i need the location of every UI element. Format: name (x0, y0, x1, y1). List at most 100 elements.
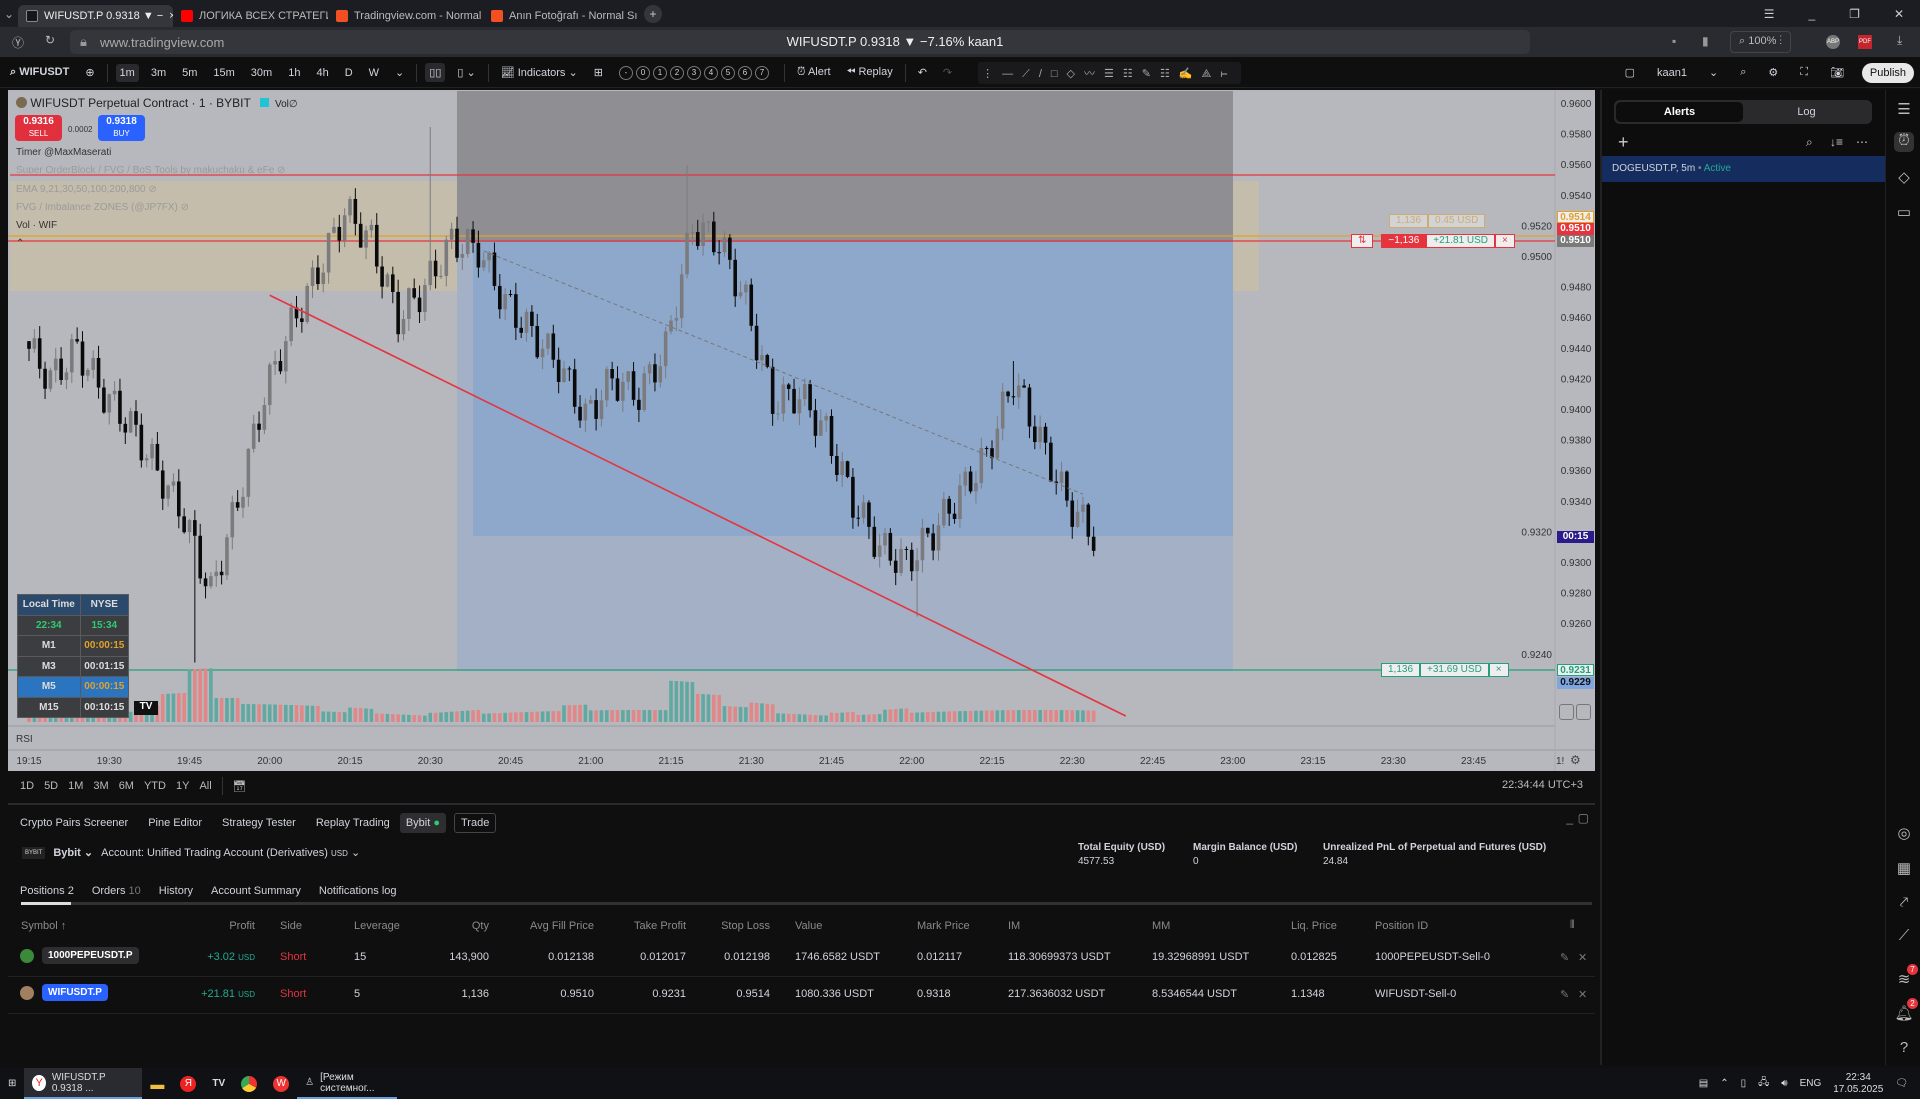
hotkey-button[interactable]: 2 (669, 65, 684, 80)
stop-loss-label[interactable]: 1,136 0.45 USD (1389, 214, 1486, 228)
edit-icon[interactable]: ✎ (1560, 952, 1570, 964)
column-header[interactable]: Value (795, 920, 823, 932)
take-profit-label[interactable]: 1,136 +31.69 USD × (1381, 663, 1509, 677)
timezone-clock[interactable]: 22:34:44 UTC+3 (1501, 779, 1583, 791)
indicators-button[interactable]: 📈︎ Indicators ⌄ (500, 67, 578, 79)
undo-icon[interactable]: ↶ (917, 67, 927, 79)
interval-15m[interactable]: 15m (213, 66, 235, 79)
column-header[interactable]: Mark Price (917, 920, 970, 932)
tab-crypto-screener[interactable]: Crypto Pairs Screener (20, 817, 129, 829)
taskbar-system-mode[interactable]: ♙ [Режим системног... (297, 1068, 398, 1099)
eye-hidden-icon[interactable]: ⊘ (277, 165, 286, 176)
templates-icon[interactable]: ⊞ (593, 67, 603, 79)
tab-list-icon[interactable]: ⌄ (3, 6, 15, 21)
table-row[interactable] (8, 941, 1595, 977)
download-icon[interactable]: ⤓ (1897, 33, 1903, 47)
streams-icon[interactable]: ≋ 7 (1894, 964, 1918, 990)
browser-tab-tradingview[interactable]: WIFUSDT.P 0.9318 ▼ − × (18, 4, 173, 27)
range-6m[interactable]: 6M (118, 780, 134, 792)
close-window-icon[interactable]: ✕ (1893, 6, 1904, 21)
eye-hidden-icon[interactable]: ⊘ (148, 184, 157, 195)
close-position-icon[interactable]: × (1495, 234, 1515, 248)
chevron-down-icon[interactable]: ⌄ (395, 67, 405, 79)
column-header[interactable]: Symbol ↑ (21, 920, 67, 932)
hotkey-button[interactable]: 1 (652, 65, 667, 80)
column-header[interactable]: Qty (471, 920, 489, 932)
new-tab-button[interactable]: + (644, 4, 662, 23)
add-alert-icon[interactable]: + (1618, 132, 1629, 152)
chat-icon[interactable]: ▭ (1896, 204, 1912, 221)
tab-positions[interactable]: Positions 2 (20, 885, 74, 897)
target-icon[interactable]: ◎ (1897, 825, 1911, 842)
compare-icon[interactable]: ⊕ (85, 67, 95, 79)
tabs-scrollbar[interactable] (21, 902, 1592, 905)
column-header[interactable]: Stop Loss (721, 920, 770, 932)
language-indicator[interactable]: ENG (1799, 1078, 1822, 1089)
interval-w[interactable]: W (368, 66, 380, 79)
range-5d[interactable]: 5D (44, 780, 59, 792)
indicator-ema[interactable]: EMA 9,21,30,50,100,200,800 ⊘ (16, 184, 157, 195)
reload-icon[interactable]: ↻ (45, 33, 56, 47)
table-row[interactable] (8, 978, 1595, 1014)
maximize-panel-icon[interactable]: ▢ (1577, 811, 1589, 825)
url-field[interactable]: 🔒︎ www.tradingview.com (70, 30, 1530, 54)
action-center-icon[interactable]: 🗨︎ (1895, 1078, 1908, 1089)
layout-icon[interactable]: ▢ (1624, 67, 1635, 79)
hotkey-button[interactable]: 4 (703, 65, 718, 80)
scale-toggle-button[interactable] (1559, 704, 1574, 720)
browser-tab-youtube[interactable]: ЛОГИКА ВСЕХ СТРАТЕГИ (173, 5, 328, 27)
interval-d[interactable]: D (344, 66, 353, 79)
reverse-position-icon[interactable]: ⇅ (1351, 234, 1374, 248)
tray-expand-icon[interactable]: ⌃ (1720, 1078, 1729, 1089)
hotkey-button[interactable]: 3 (686, 65, 701, 80)
column-header[interactable]: MM (1152, 920, 1171, 932)
tab-pine-editor[interactable]: Pine Editor (148, 817, 203, 829)
bar-type-icon[interactable]: ▯ ⌄ (457, 67, 476, 79)
notifications-icon[interactable]: 🔔︎ 2 (1894, 998, 1918, 1024)
trade-button[interactable]: Trade (454, 813, 497, 833)
hotkey-button[interactable]: 0 (635, 65, 650, 80)
drawing-tools[interactable]: ⋮—⟋/□◇〰☰☷✎☷✍⟁⊢ (978, 61, 1241, 84)
volume-icon[interactable]: 🔊︎ (1781, 1078, 1788, 1089)
tab-bybit[interactable]: Bybit ● (399, 813, 446, 833)
network-icon[interactable]: 🖧︎ (1758, 1077, 1770, 1088)
indicator-orderblock[interactable]: Super OrderBlock / FVG / BoS Tools by ma… (16, 165, 285, 176)
close-position-icon[interactable]: ✕ (1578, 952, 1588, 964)
alarm-clock-icon[interactable]: ⏰︎ (1894, 132, 1914, 152)
column-header[interactable]: Take Profit (634, 920, 686, 932)
column-header[interactable]: IM (1008, 920, 1021, 932)
range-ytd[interactable]: YTD (143, 780, 166, 792)
column-header[interactable]: Leverage (354, 920, 400, 932)
interval-3m[interactable]: 3m (150, 66, 167, 79)
chart-canvas[interactable]: 0.9600 0.9580 0.9560 0.9540 0.9520 0.9500 0.94… (8, 90, 1595, 771)
range-1m[interactable]: 1M (68, 780, 84, 792)
restore-icon[interactable]: ❐ (1849, 6, 1860, 21)
help-icon[interactable]: ? (1899, 1039, 1909, 1056)
hotkey-button[interactable]: 5 (720, 65, 735, 80)
yandex-icon[interactable]: Ⓨ (12, 36, 25, 50)
layers-icon[interactable]: ◇ (1898, 169, 1910, 186)
column-header[interactable]: Profit (229, 920, 255, 932)
adblock-icon[interactable]: ABP (1826, 35, 1840, 49)
indicator-fvg[interactable]: FVG / Imbalance ZONES (@JP7FX) ⊘ (16, 202, 189, 213)
camera-icon[interactable]: 📷︎ (1829, 67, 1844, 79)
account-select[interactable]: Account: Unified Trading Account (Deriva… (101, 847, 361, 859)
publish-button[interactable]: Publish (1861, 62, 1914, 83)
symbol-search[interactable]: ⌕ WIFUSDT (10, 66, 70, 78)
column-header[interactable]: Side (280, 920, 303, 932)
news-icon[interactable]: ▤ (1698, 1078, 1709, 1089)
edit-icon[interactable]: ✎ (1560, 989, 1570, 1001)
price-chart[interactable]: 0.9600 0.9580 0.9560 0.9540 0.9520 0.9500 0.94… (8, 90, 1595, 771)
position-label[interactable]: ⇅ −1,136 +21.81 USD × (1351, 234, 1515, 248)
buy-button[interactable]: 0.9318 BUY (98, 115, 145, 141)
goto-date-icon[interactable]: 📅︎ (232, 780, 247, 793)
clock[interactable]: 22:34 17.05.2025 (1833, 1072, 1883, 1096)
cancel-tp-icon[interactable]: × (1488, 663, 1509, 677)
chevron-down-icon[interactable]: ⌄ (1708, 67, 1719, 79)
file-explorer-icon[interactable]: ▬ (150, 1075, 165, 1092)
interval-1h[interactable]: 1h (288, 66, 301, 79)
layout-name[interactable]: kaan1 (1657, 66, 1687, 79)
minimize-panel-icon[interactable]: _ (1566, 811, 1573, 825)
office-icon[interactable]: W (265, 1068, 297, 1099)
eye-hidden-icon[interactable]: ⊘ (180, 202, 190, 213)
